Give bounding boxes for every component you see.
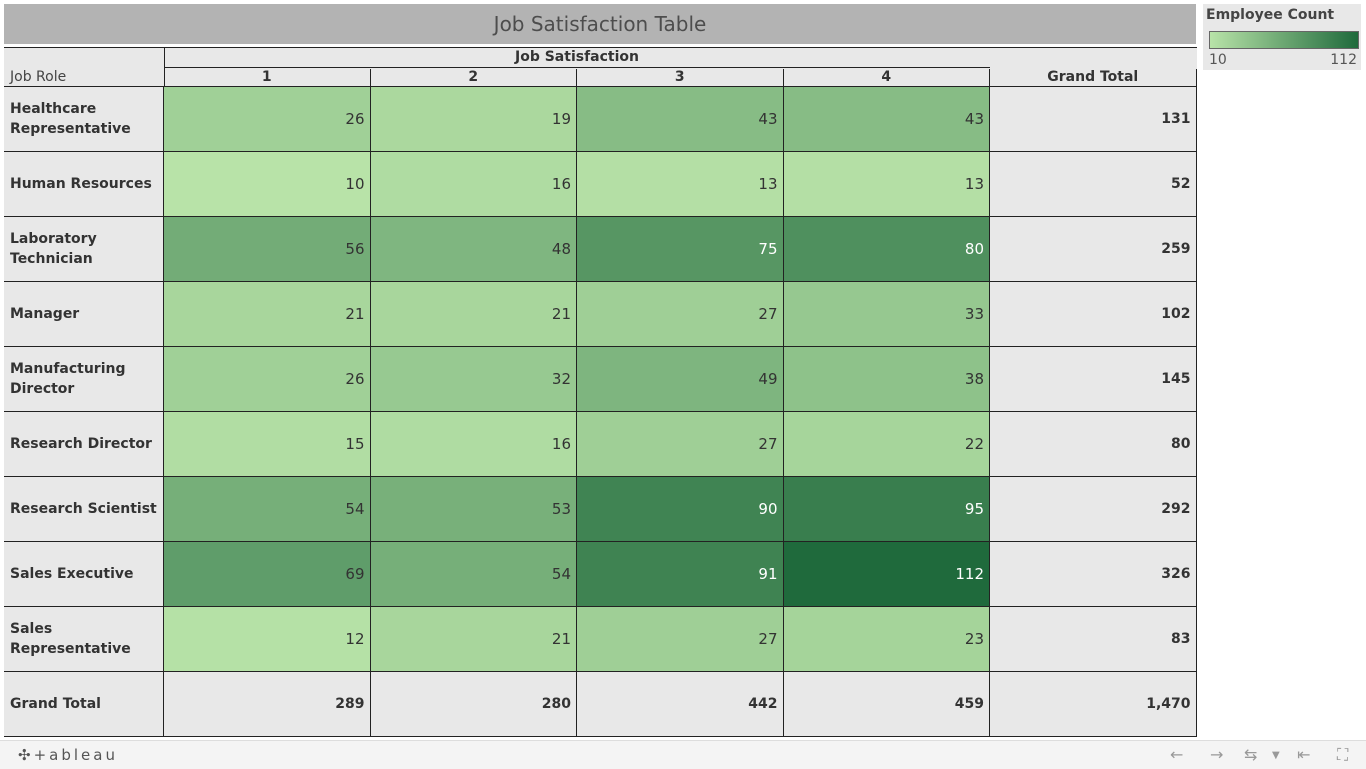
- row-label: Human Resources: [4, 152, 164, 217]
- legend-min-label: 10: [1209, 52, 1227, 68]
- column-header-grand-total: Grand Total: [990, 69, 1197, 87]
- column-total-cell[interactable]: 442: [577, 672, 784, 737]
- heatmap-cell[interactable]: 26: [164, 87, 371, 152]
- row-total-cell[interactable]: 326: [990, 542, 1197, 607]
- row-dimension-label: Job Role: [10, 69, 67, 85]
- heatmap-cell[interactable]: 43: [577, 87, 784, 152]
- heatmap-cell[interactable]: 12: [164, 607, 371, 672]
- column-header-3: 3: [577, 69, 784, 87]
- heatmap-cell[interactable]: 49: [577, 347, 784, 412]
- heatmap-cell[interactable]: 54: [164, 477, 371, 542]
- column-header-2: 2: [371, 69, 577, 87]
- heatmap-cell[interactable]: 80: [783, 217, 990, 282]
- heatmap-cell[interactable]: 54: [370, 542, 577, 607]
- heatmap-cell[interactable]: 16: [370, 412, 577, 477]
- row-label: Laboratory Technician: [4, 217, 164, 282]
- title-text: Job Satisfaction Table: [493, 12, 707, 36]
- revert-icon[interactable]: ⇆: [1244, 745, 1258, 764]
- heatmap-cell[interactable]: 22: [783, 412, 990, 477]
- heatmap-cell[interactable]: 75: [577, 217, 784, 282]
- fullscreen-icon[interactable]: ⛶: [1337, 745, 1349, 764]
- heatmap-cell[interactable]: 32: [370, 347, 577, 412]
- heatmap-cell[interactable]: 90: [577, 477, 784, 542]
- heatmap-cell[interactable]: 21: [370, 607, 577, 672]
- heatmap-cell[interactable]: 19: [370, 87, 577, 152]
- grand-total-cell[interactable]: 1,470: [990, 672, 1197, 737]
- row-label: Research Director: [4, 412, 164, 477]
- heatmap-cell[interactable]: 27: [577, 607, 784, 672]
- heatmap-cell[interactable]: 15: [164, 412, 371, 477]
- row-total-cell[interactable]: 52: [990, 152, 1197, 217]
- heatmap-cell[interactable]: 38: [783, 347, 990, 412]
- column-total-cell[interactable]: 459: [783, 672, 990, 737]
- legend-max-label: 112: [1330, 52, 1357, 68]
- tableau-logo[interactable]: ✣+ableau: [18, 746, 118, 764]
- row-total-cell[interactable]: 102: [990, 282, 1197, 347]
- row-total-cell[interactable]: 131: [990, 87, 1197, 152]
- heatmap-cell[interactable]: 43: [783, 87, 990, 152]
- row-label: Research Scientist: [4, 477, 164, 542]
- heatmap-cell[interactable]: 10: [164, 152, 371, 217]
- heatmap-cell[interactable]: 95: [783, 477, 990, 542]
- heatmap-cell[interactable]: 26: [164, 347, 371, 412]
- heatmap-cell[interactable]: 27: [577, 282, 784, 347]
- footer-toolbar: ✣+ableau ← → ⇆ ▼ ⇤ ⛶: [0, 740, 1366, 769]
- row-total-cell[interactable]: 80: [990, 412, 1197, 477]
- column-total-cell[interactable]: 280: [370, 672, 577, 737]
- chevron-down-icon[interactable]: ▼: [1272, 750, 1280, 761]
- heatmap-table: Job Satisfaction Job Role 1 2 3 4 Grand Total H…: [4, 47, 1197, 737]
- row-header-corner: [4, 47, 164, 87]
- row-total-cell[interactable]: 145: [990, 347, 1197, 412]
- heatmap-cell[interactable]: 23: [783, 607, 990, 672]
- row-total-cell[interactable]: 292: [990, 477, 1197, 542]
- heatmap-cell[interactable]: 16: [370, 152, 577, 217]
- reset-icon[interactable]: ⇤: [1297, 745, 1311, 764]
- page-title: Job Satisfaction Table: [4, 4, 1196, 44]
- heatmap-cell[interactable]: 27: [577, 412, 784, 477]
- column-header-1: 1: [164, 69, 371, 87]
- tableau-logo-text: +ableau: [33, 746, 118, 764]
- row-label: Sales Executive: [4, 542, 164, 607]
- heatmap-cell[interactable]: 53: [370, 477, 577, 542]
- redo-icon[interactable]: →: [1210, 745, 1224, 764]
- heatmap-cell[interactable]: 56: [164, 217, 371, 282]
- column-dimension-label: Job Satisfaction: [515, 49, 639, 65]
- heatmap-cell[interactable]: 33: [783, 282, 990, 347]
- row-label: Sales Representative: [4, 607, 164, 672]
- heatmap-cell[interactable]: 91: [577, 542, 784, 607]
- row-total-cell[interactable]: 83: [990, 607, 1197, 672]
- row-label: Manufacturing Director: [4, 347, 164, 412]
- row-total-cell[interactable]: 259: [990, 217, 1197, 282]
- header-divider: [164, 67, 990, 68]
- heatmap-cell[interactable]: 21: [370, 282, 577, 347]
- column-total-cell[interactable]: 289: [164, 672, 371, 737]
- heatmap-cell[interactable]: 13: [577, 152, 784, 217]
- row-label: Manager: [4, 282, 164, 347]
- heatmap-cell[interactable]: 13: [783, 152, 990, 217]
- grand-total-row-label: Grand Total: [4, 672, 164, 737]
- color-legend[interactable]: Employee Count 10 112: [1203, 4, 1361, 70]
- heatmap-cell[interactable]: 112: [783, 542, 990, 607]
- row-label: Healthcare Representative: [4, 87, 164, 152]
- column-header-4: 4: [784, 69, 990, 87]
- heatmap-cell[interactable]: 69: [164, 542, 371, 607]
- heatmap-cell[interactable]: 48: [370, 217, 577, 282]
- legend-gradient-bar: [1209, 31, 1359, 49]
- heatmap-cell[interactable]: 21: [164, 282, 371, 347]
- legend-title: Employee Count: [1206, 7, 1335, 23]
- undo-icon[interactable]: ←: [1170, 745, 1184, 764]
